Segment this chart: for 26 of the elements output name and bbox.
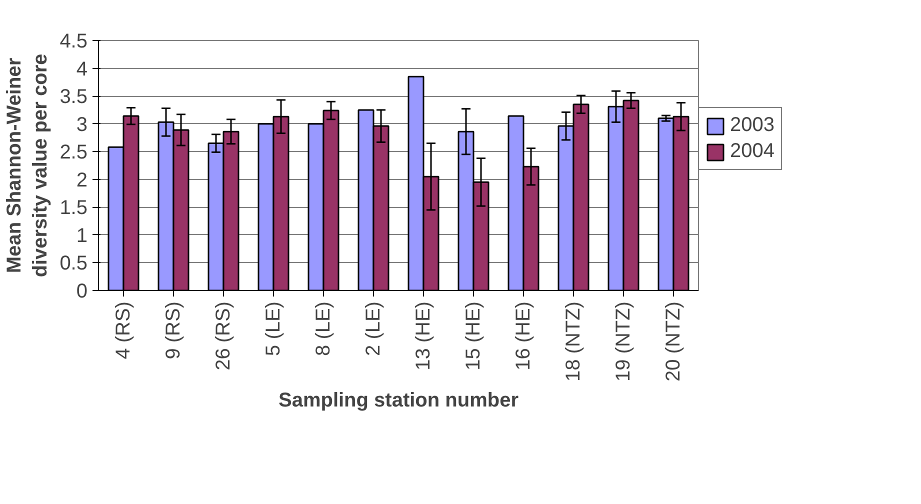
y-tick-label: 0.5 [60,252,88,275]
y-tick-label: 0 [76,280,88,302]
y-axis-title: Mean Shannon-Weiner diversity value per core [3,54,52,278]
x-tick-label: 13 (HE) [412,302,434,370]
y-tick-label: 4.5 [60,30,88,52]
y-tick-label: 1 [76,224,88,247]
x-tick-label: 4 (RS) [112,301,134,360]
x-tick-label: 9 (RS) [162,301,184,360]
y-tick-label: 3.5 [60,86,88,108]
legend-label: 2004 [730,140,774,163]
x-tick-label: 15 (HE) [462,302,484,370]
x-tick-label: 20 (NTZ) [662,302,684,382]
x-tick-label: 26 (RS) [212,302,234,370]
y-tick-label: 2 [76,169,88,192]
x-axis-title: Sampling station number [278,390,519,412]
x-tick-label: 8 (LE) [312,301,334,356]
legend-label: 2003 [730,114,774,137]
x-tick-label: 19 (NTZ) [612,302,634,382]
y-tick-label: 2.5 [60,142,88,164]
x-tick-label: 5 (LE) [262,301,284,356]
x-tick-label: 2 (LE) [362,301,384,356]
x-tick-label: 18 (NTZ) [562,302,584,382]
y-tick-label: 4 [76,58,88,80]
y-tick-label: 1.5 [60,197,88,220]
x-tick-label: 16 (HE) [512,302,534,370]
y-tick-label: 3 [76,114,88,136]
